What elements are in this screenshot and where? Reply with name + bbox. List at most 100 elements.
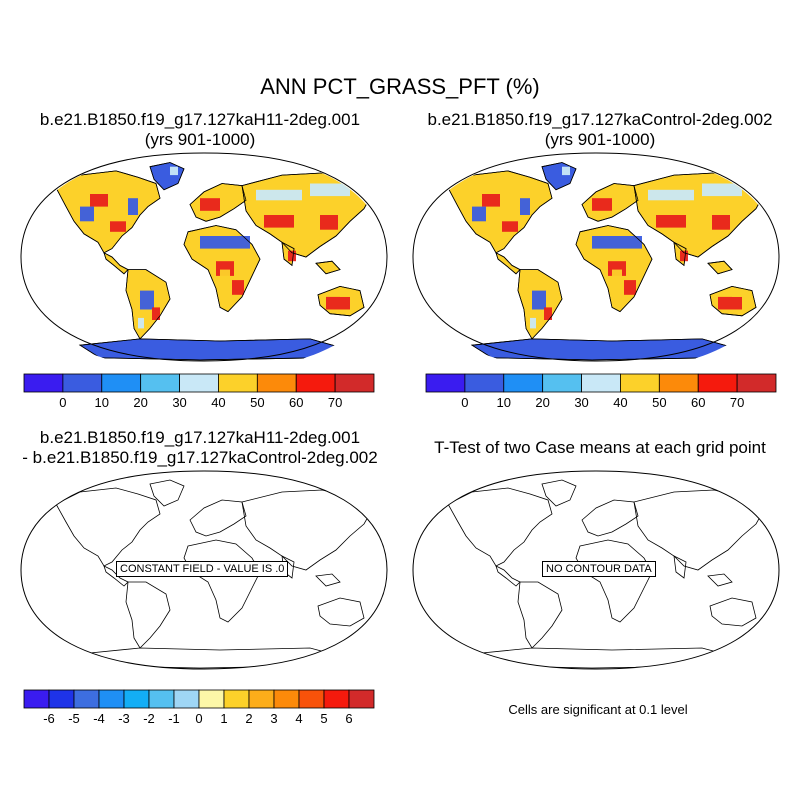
- colorbar-tick-label: 20: [133, 395, 147, 410]
- colorbar-swatch: [218, 373, 258, 393]
- colorbar-swatch: [140, 373, 180, 393]
- constant-field-annotation: CONSTANT FIELD - VALUE IS .0: [116, 561, 289, 577]
- colorbar-swatch: [256, 373, 297, 393]
- grass-field-cell: [712, 215, 730, 230]
- continent-greenland: [541, 479, 577, 507]
- colorbar-tick-label: 5: [320, 711, 327, 726]
- grass-field-cell: [592, 236, 642, 249]
- grass-field-cell: [592, 198, 612, 211]
- panel-title-line1: b.e21.B1850.f19_g17.127kaH11-2deg.001: [39, 110, 361, 129]
- colorbar-top-left: 0 10 20 30 40 50 60 70: [23, 373, 375, 410]
- significance-footnote: Cells are significant at 0.1 level: [508, 702, 688, 717]
- grass-field-cell: [110, 221, 126, 232]
- colorbar-tick-label: 60: [691, 395, 705, 410]
- colorbar-swatch: [248, 689, 275, 709]
- grass-field-cell: [732, 288, 746, 297]
- grass-field-cell: [170, 166, 178, 176]
- continent-south-america: [517, 581, 563, 649]
- colorbar-tick-label: 40: [211, 395, 225, 410]
- colorbar-tick-label: 70: [328, 395, 342, 410]
- colorbar-swatch: [273, 689, 300, 709]
- grass-field-cell: [264, 215, 294, 228]
- figure-title: ANN PCT_GRASS_PFT (%): [260, 74, 540, 99]
- colorbar-tick-label: -4: [93, 711, 105, 726]
- colorbar-swatch: [298, 689, 325, 709]
- colorbar-tick-label: 10: [497, 395, 511, 410]
- continent-australia: [317, 597, 365, 627]
- grass-field-cell: [320, 215, 338, 230]
- colorbar-swatch: [425, 373, 466, 393]
- continent-southeast-asia: [707, 573, 733, 587]
- panel-title-top-right: b.e21.B1850.f19_g17.127kaControl-2deg.00…: [400, 110, 800, 150]
- grass-field-cell: [472, 206, 486, 222]
- colorbar-tick-label: 0: [195, 711, 202, 726]
- colorbar-swatch: [198, 689, 225, 709]
- grass-field-cell: [340, 288, 354, 297]
- grass-field-cell: [702, 183, 742, 197]
- colorbar-bottom-left: -6 -5 -4 -3 -2 -1 0 1 2 3 4 5 6: [23, 689, 375, 726]
- grass-field-cell: [152, 307, 160, 320]
- colorbar-swatch: [503, 373, 544, 393]
- colorbar-tick-label: 0: [59, 395, 66, 410]
- grass-field-cell: [128, 198, 138, 215]
- grass-field-cell: [482, 194, 500, 207]
- colorbar-swatch: [23, 373, 64, 393]
- colorbar-tick-label: 1: [220, 711, 227, 726]
- colorbar-swatch: [179, 373, 219, 393]
- grass-field-cell: [648, 189, 694, 201]
- panel-title-top-left: b.e21.B1850.f19_g17.127kaH11-2deg.001 (y…: [0, 110, 400, 150]
- grass-field-cell: [80, 206, 94, 222]
- continent-north-america: [55, 487, 161, 567]
- continent-central-america: [495, 565, 521, 587]
- grass-field-cell: [232, 280, 244, 295]
- grass-field-cell: [200, 198, 220, 211]
- grass-field-cell: [544, 307, 552, 320]
- colorbar-swatch: [334, 373, 375, 393]
- colorbar-tick-label: -5: [68, 711, 80, 726]
- colorbar-tick-label: 30: [172, 395, 186, 410]
- colorbar-tick-label: -2: [143, 711, 155, 726]
- grass-field-cell: [256, 189, 302, 201]
- grass-field-cell: [140, 290, 154, 310]
- panel-title-bottom-right: T-Test of two Case means at each grid po…: [400, 438, 800, 458]
- grass-field-cell: [90, 194, 108, 207]
- colorbar-swatch: [697, 373, 738, 393]
- colorbar-swatch: [323, 689, 350, 709]
- colorbar-tick-label: 6: [345, 711, 352, 726]
- colorbar-tick-label: 70: [730, 395, 744, 410]
- grass-field-cell: [326, 296, 350, 310]
- colorbar-tick-label: 0: [461, 395, 468, 410]
- colorbar-swatch: [101, 373, 142, 393]
- colorbar-swatch: [736, 373, 777, 393]
- grass-field-cell: [530, 317, 536, 329]
- colorbar-tick-label: 4: [295, 711, 302, 726]
- map-panel-top-right: [412, 152, 780, 362]
- colorbar-tick-label: 30: [574, 395, 588, 410]
- colorbar-tick-label: 40: [613, 395, 627, 410]
- colorbar-top-right: 0 10 20 30 40 50 60 70: [425, 373, 777, 410]
- panel-title-line2: - b.e21.B1850.f19_g17.127kaControl-2deg.…: [22, 448, 378, 467]
- continent-europe: [189, 499, 247, 537]
- grass-field-cell: [310, 183, 350, 197]
- colorbar-swatch: [620, 373, 660, 393]
- grass-field-cell: [520, 198, 530, 215]
- colorbar-swatch: [98, 689, 125, 709]
- colorbar-tick-label: 10: [95, 395, 109, 410]
- grass-field-cell: [138, 317, 144, 329]
- grass-field-cell: [532, 290, 546, 310]
- colorbar-tick-label: 2: [245, 711, 252, 726]
- continent-europe: [581, 499, 639, 537]
- continent-india: [673, 555, 687, 579]
- colorbar-swatch: [223, 689, 250, 709]
- panel-title-line2: (yrs 901-1000): [144, 130, 256, 149]
- grass-field-cell: [680, 250, 688, 262]
- colorbar-swatch: [48, 689, 75, 709]
- panel-title-bottom-left: b.e21.B1850.f19_g17.127kaH11-2deg.001 - …: [0, 428, 400, 468]
- continent-north-america: [447, 487, 553, 567]
- colorbar-tick-label: 20: [535, 395, 549, 410]
- map-panel-top-left: [20, 152, 388, 362]
- colorbar-tick-label: -1: [168, 711, 180, 726]
- grass-field-cell: [612, 269, 622, 278]
- colorbar-swatch: [23, 689, 50, 709]
- colorbar-swatch: [464, 373, 505, 393]
